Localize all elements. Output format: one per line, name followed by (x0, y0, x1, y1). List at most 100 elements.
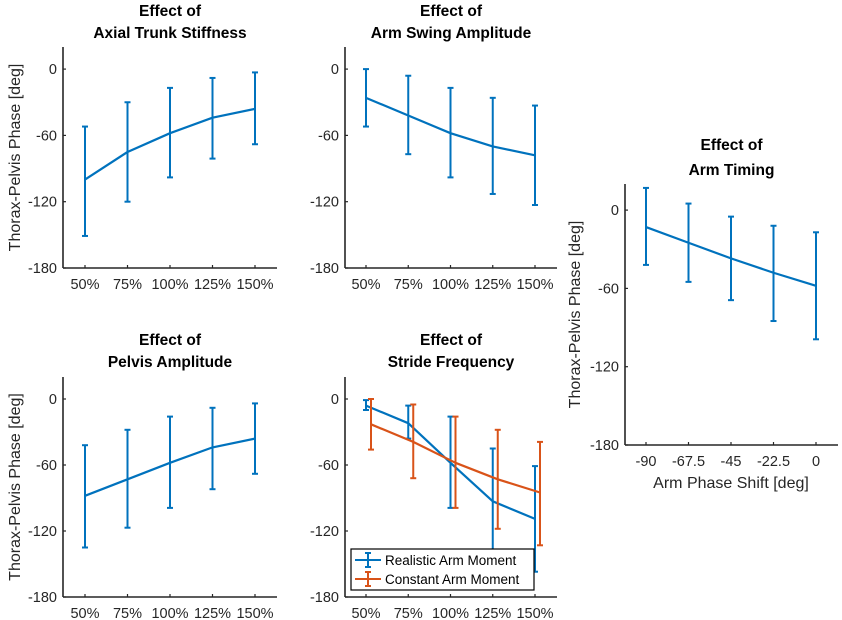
y-tick-label: -120 (590, 360, 619, 376)
error-bar (252, 402, 258, 475)
error-bar (363, 68, 369, 128)
chart-title-line: Axial Trunk Stiffness (93, 25, 246, 42)
error-bar (405, 74, 412, 156)
y-tick-label: -60 (36, 458, 57, 474)
x-tick-label: 75% (113, 606, 142, 620)
y-axis-label: Thorax-Pelvis Phase [deg] (567, 221, 584, 409)
x-tick-label: 150% (516, 606, 553, 620)
chart-title-line: Pelvis Amplitude (108, 354, 233, 371)
error-bar (209, 406, 216, 491)
x-tick-label: 100% (432, 606, 469, 620)
x-tick-label: 150% (236, 606, 273, 620)
error-bar (124, 101, 131, 203)
error-bar (537, 440, 543, 547)
x-tick-label: 150% (236, 277, 273, 293)
y-tick-label: -180 (590, 438, 619, 454)
y-tick-label: -180 (28, 590, 57, 606)
x-tick-label: -22.5 (757, 454, 790, 470)
x-tick-label: -45 (721, 454, 742, 470)
y-tick-label: -120 (310, 195, 339, 211)
error-bar (685, 202, 692, 283)
legend: Realistic Arm Moment Constant Arm Moment (350, 548, 535, 591)
series-realistic-arm-moment (82, 71, 258, 237)
x-tick-label: 75% (394, 606, 423, 620)
legend-entry: Realistic Arm Moment (355, 552, 517, 568)
y-tick-label: -120 (28, 524, 57, 540)
y-tick-label: -120 (28, 195, 57, 211)
error-bar (82, 125, 88, 237)
x-tick-label: 125% (194, 606, 231, 620)
series-realistic-arm-moment (643, 186, 819, 341)
error-bar (252, 71, 258, 146)
y-tick-label: -180 (310, 261, 339, 277)
legend-label: Constant Arm Moment (385, 572, 520, 587)
error-bar (410, 403, 417, 480)
chart-title-line: Effect of (139, 3, 202, 20)
error-bar (813, 231, 819, 341)
legend-entry: Constant Arm Moment (355, 571, 520, 587)
subplot-arm-swing-amplitude: Effect of Arm Swing Amplitude 0 -60 -120 -180… (310, 3, 557, 293)
subplot-axial-trunk-stiffness: Effect of Axial Trunk Stiffness 0 -60 -120 -1… (7, 3, 277, 293)
x-tick-label: -90 (636, 454, 657, 470)
chart-title-line: Effect of (701, 137, 764, 154)
error-bar (728, 215, 734, 302)
x-axis-label: Arm Phase Shift [deg] (653, 475, 809, 492)
x-tick-label: 100% (151, 277, 188, 293)
y-tick-label: -120 (310, 524, 339, 540)
error-bar (770, 224, 777, 323)
error-bar (167, 415, 173, 509)
chart-title-line: Stride Frequency (388, 354, 515, 371)
y-tick-label: -60 (318, 458, 339, 474)
error-bar (532, 104, 538, 207)
y-tick-label: 0 (49, 62, 57, 78)
x-tick-label: 125% (474, 277, 511, 293)
x-tick-label: 0 (812, 454, 820, 470)
x-tick-label: 125% (194, 277, 231, 293)
error-bar (368, 398, 374, 451)
series-realistic-arm-moment (363, 399, 538, 573)
x-tick-label: 75% (113, 277, 142, 293)
chart-title-line: Effect of (139, 332, 202, 349)
x-tick-label: 100% (151, 606, 188, 620)
error-bar (494, 428, 501, 530)
error-bar (447, 86, 454, 179)
y-axis-label: Thorax-Pelvis Phase [deg] (7, 393, 24, 581)
chart-title-line: Arm Timing (689, 162, 775, 179)
x-tick-label: 75% (394, 277, 423, 293)
legend-label: Realistic Arm Moment (385, 553, 517, 568)
x-tick-label: 125% (474, 606, 511, 620)
x-tick-label: 50% (351, 277, 380, 293)
error-bar (489, 96, 496, 195)
chart-title-line: Effect of (420, 3, 483, 20)
error-bar (452, 415, 459, 509)
chart-title-line: Effect of (420, 332, 483, 349)
y-tick-label: -60 (36, 128, 57, 144)
y-tick-label: -180 (310, 590, 339, 606)
chart-title-line: Arm Swing Amplitude (371, 25, 532, 42)
y-tick-label: 0 (331, 392, 339, 408)
y-tick-label: -60 (598, 281, 619, 297)
error-bar (363, 399, 369, 411)
x-tick-label: 50% (70, 277, 99, 293)
x-tick-label: 50% (351, 606, 380, 620)
legend-box (350, 548, 535, 591)
error-bar (82, 444, 88, 549)
y-axis-label: Thorax-Pelvis Phase [deg] (7, 64, 24, 252)
error-bar (167, 86, 173, 179)
x-tick-label: 150% (516, 277, 553, 293)
x-tick-label: 50% (70, 606, 99, 620)
series-constant-arm-moment (368, 398, 543, 547)
y-tick-label: 0 (611, 203, 619, 219)
y-tick-label: 0 (331, 62, 339, 78)
subplot-pelvis-amplitude: Effect of Pelvis Amplitude 0 -60 -120 -180 50%… (7, 332, 277, 620)
error-bar (124, 428, 131, 529)
error-bar (643, 186, 649, 266)
x-tick-label: -67.5 (672, 454, 705, 470)
subplot-stride-frequency: Effect of Stride Frequency 0 -60 -120 -180 50%… (310, 332, 557, 620)
x-tick-label: 100% (432, 277, 469, 293)
y-tick-label: -180 (28, 261, 57, 277)
series-realistic-arm-moment (82, 402, 258, 549)
y-tick-label: 0 (49, 392, 57, 408)
